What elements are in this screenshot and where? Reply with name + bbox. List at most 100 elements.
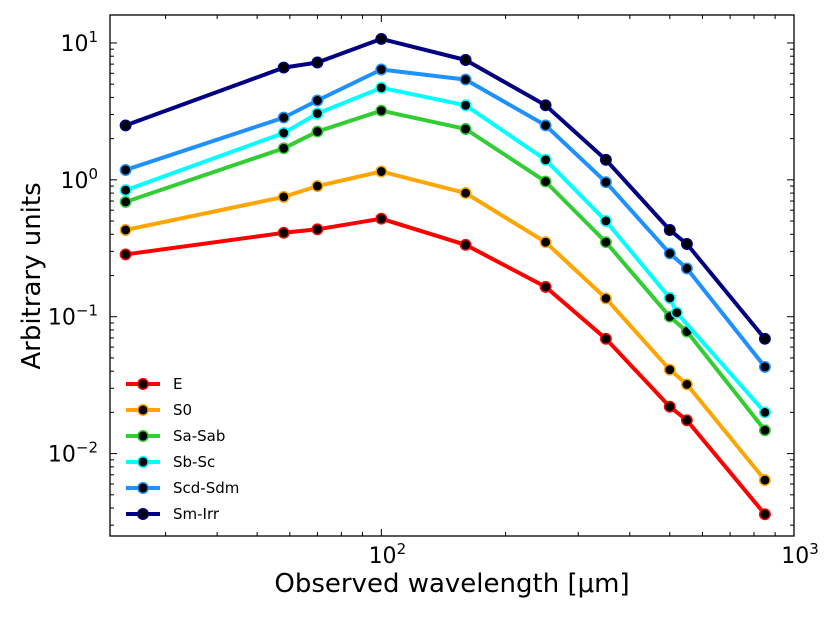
data-point xyxy=(539,153,552,166)
data-point xyxy=(277,127,290,139)
series-s0 xyxy=(119,165,771,487)
series-line xyxy=(124,85,767,414)
legend-entry: Scd-Sdm xyxy=(126,479,239,497)
data-point xyxy=(311,56,324,69)
data-point xyxy=(375,32,388,45)
legend-label: Scd-Sdm xyxy=(173,479,239,497)
data-point xyxy=(599,236,612,249)
data-point xyxy=(758,360,771,373)
legend-entry: Sa-Sab xyxy=(126,427,225,445)
data-point xyxy=(663,292,676,304)
series-line xyxy=(125,216,767,516)
series-line xyxy=(124,108,767,432)
data-point xyxy=(375,165,388,178)
data-point xyxy=(119,248,132,261)
legend-marker xyxy=(137,456,149,468)
data-point xyxy=(311,125,324,138)
series-sm-irr xyxy=(119,32,771,345)
data-point xyxy=(459,99,472,112)
data-point xyxy=(670,306,683,319)
data-point xyxy=(663,363,676,376)
legend-marker xyxy=(137,378,149,390)
data-point xyxy=(599,153,612,166)
data-point xyxy=(599,292,612,305)
data-point xyxy=(680,378,693,391)
data-point xyxy=(663,247,676,260)
data-point xyxy=(539,280,552,293)
data-point xyxy=(459,187,472,200)
data-point xyxy=(375,81,388,94)
data-point xyxy=(311,94,324,107)
data-point xyxy=(663,400,676,413)
data-point xyxy=(758,424,771,437)
x-axis-label: Observed wavelength [μm] xyxy=(274,569,629,599)
data-point xyxy=(680,262,693,275)
data-point xyxy=(758,474,771,487)
data-point xyxy=(599,176,612,189)
data-point xyxy=(375,104,388,117)
y-tick-label: 10−1 xyxy=(48,302,98,331)
legend-marker xyxy=(137,508,149,520)
data-point xyxy=(539,99,552,112)
data-point xyxy=(311,107,324,120)
legend-label: S0 xyxy=(173,401,192,419)
series-sa-sab xyxy=(119,104,771,437)
data-point xyxy=(680,414,693,427)
data-point xyxy=(758,406,771,419)
plot-frame xyxy=(109,14,795,537)
data-point xyxy=(680,238,693,250)
data-point xyxy=(119,119,132,132)
data-point xyxy=(311,180,324,193)
legend-label: E xyxy=(173,375,182,393)
data-point xyxy=(459,54,472,66)
y-tick-label: 10−2 xyxy=(48,439,98,468)
ticks-layer: 102 103 10−2 10−1 100 101 xyxy=(48,15,819,569)
data-point xyxy=(758,508,771,521)
legend-label: Sm-Irr xyxy=(173,505,220,523)
legend-marker xyxy=(137,430,149,442)
data-point xyxy=(459,123,472,135)
data-point xyxy=(539,175,552,188)
data-point xyxy=(539,119,552,132)
data-point xyxy=(277,61,290,74)
legend-entry: E xyxy=(126,375,182,393)
data-point xyxy=(375,63,388,76)
data-point xyxy=(459,238,472,251)
series-layer xyxy=(119,32,771,521)
y-tick-label: 101 xyxy=(60,28,98,57)
data-point xyxy=(277,111,290,124)
data-point xyxy=(758,332,771,345)
y-axis-label: Arbitrary units xyxy=(17,182,47,369)
legend-marker xyxy=(137,482,149,494)
data-point xyxy=(539,236,552,249)
data-point xyxy=(119,184,132,197)
data-point xyxy=(119,195,132,208)
series-e xyxy=(119,212,771,521)
series-sb-sc xyxy=(119,81,771,419)
data-point xyxy=(459,73,472,86)
legend: E S0 Sa-Sab Sb-Sc Scd-Sdm Sm-Irr xyxy=(126,375,239,523)
series-line xyxy=(125,169,767,482)
legend-entry: Sb-Sc xyxy=(126,453,215,471)
series-scd-sdm xyxy=(119,63,771,373)
data-point xyxy=(599,215,612,227)
legend-marker xyxy=(137,404,149,416)
data-point xyxy=(311,223,324,236)
data-point xyxy=(277,142,290,155)
legend-entry: S0 xyxy=(126,401,192,419)
y-tick-label: 100 xyxy=(60,165,98,194)
data-point xyxy=(119,224,132,236)
series-line xyxy=(124,67,767,369)
data-point xyxy=(663,224,676,236)
legend-entry: Sm-Irr xyxy=(126,505,220,523)
data-point xyxy=(119,164,132,176)
x-tick-label: 102 xyxy=(369,540,407,569)
data-point xyxy=(277,226,290,239)
data-point xyxy=(375,212,388,225)
series-line xyxy=(124,36,767,341)
data-point xyxy=(277,190,290,203)
data-point xyxy=(599,332,612,345)
legend-label: Sa-Sab xyxy=(173,427,225,445)
